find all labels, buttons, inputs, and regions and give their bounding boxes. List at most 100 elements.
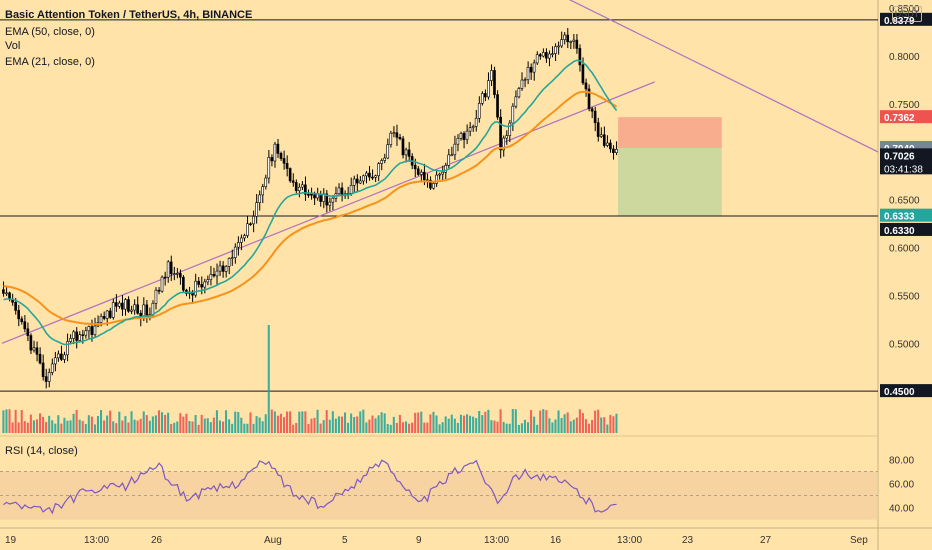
candle-body xyxy=(526,66,530,81)
volume-bar xyxy=(66,420,69,433)
candle-body xyxy=(368,172,371,178)
volume-bar xyxy=(298,411,301,433)
volume-bar xyxy=(438,424,441,433)
candle-body xyxy=(233,246,237,258)
volume-bar xyxy=(447,418,450,433)
volume-bar xyxy=(157,410,160,433)
volume-bar xyxy=(35,419,38,433)
candle-body xyxy=(270,157,274,162)
volume-bar xyxy=(304,411,307,433)
candle-body xyxy=(32,347,36,351)
volume-bar xyxy=(560,418,563,433)
trendline-1 xyxy=(568,0,878,153)
candle-body xyxy=(572,39,576,42)
currency-button[interactable]: USDT xyxy=(892,6,922,22)
volume-bar xyxy=(328,419,331,433)
price-label: 0.6330 xyxy=(884,226,915,237)
candle-body xyxy=(554,46,557,54)
candle-body xyxy=(453,143,457,156)
candle-body xyxy=(154,289,158,304)
volume-bar xyxy=(322,420,325,433)
volume-bar xyxy=(536,424,539,433)
volume-bar xyxy=(444,416,447,433)
candle-body xyxy=(480,93,484,104)
volume-bar xyxy=(23,421,26,433)
candle-body xyxy=(136,304,139,314)
legend-vol[interactable]: Vol xyxy=(5,40,21,52)
candle-body xyxy=(514,96,518,107)
candle-body xyxy=(456,138,460,145)
volume-bar xyxy=(499,409,502,433)
price-label-bg xyxy=(880,208,932,222)
candle-body xyxy=(218,265,222,272)
volume-bar xyxy=(554,419,557,433)
volume-bar xyxy=(286,411,289,433)
candle-body xyxy=(599,134,603,137)
volume-bar xyxy=(517,424,520,433)
volume-bar xyxy=(575,417,578,433)
volume-bar xyxy=(551,422,554,433)
legend-ema50[interactable]: EMA (50, close, 0) xyxy=(5,26,95,38)
candle-body xyxy=(374,175,377,178)
candle-body xyxy=(300,184,304,188)
volume-bar xyxy=(93,424,96,433)
volume-bar xyxy=(197,424,200,433)
volume-bar xyxy=(273,411,276,433)
candle-body xyxy=(157,289,161,292)
volume-bar xyxy=(84,424,87,433)
legend-ema21[interactable]: EMA (21, close, 0) xyxy=(5,56,95,68)
candle-body xyxy=(288,168,292,182)
volume-bar xyxy=(51,420,54,433)
candle-body xyxy=(99,316,103,323)
volume-bar xyxy=(353,417,356,433)
candle-body xyxy=(459,133,463,139)
candle-body xyxy=(212,274,216,277)
volume-bar xyxy=(215,410,218,433)
candle-body xyxy=(221,265,225,272)
price-tick: 0.6500 xyxy=(889,196,920,207)
candle-body xyxy=(23,321,27,330)
candle-body xyxy=(535,54,539,64)
ema21-line xyxy=(3,59,618,346)
volume-bar xyxy=(222,421,225,433)
candle-body xyxy=(352,178,356,186)
candle-body xyxy=(444,165,447,173)
candle-body xyxy=(102,316,106,319)
candle-body xyxy=(84,330,88,336)
candle-body xyxy=(105,310,109,319)
volume-bar xyxy=(398,414,401,433)
volume-bar xyxy=(566,412,569,433)
candle-body xyxy=(349,185,353,194)
volume-bar xyxy=(417,412,420,433)
volume-bar xyxy=(530,409,533,433)
volume-bar xyxy=(368,419,371,433)
volume-bar xyxy=(545,410,548,433)
candle-body xyxy=(81,334,85,336)
time-tick: 26 xyxy=(151,535,163,546)
candle-body xyxy=(304,184,307,195)
candle-body xyxy=(422,171,426,181)
candle-body xyxy=(407,149,411,157)
volume-bar xyxy=(139,418,142,433)
volume-bar xyxy=(48,415,51,433)
volume-bar xyxy=(8,409,11,433)
candle-body xyxy=(602,134,606,146)
candle-body xyxy=(541,52,545,57)
price-label: 0.7362 xyxy=(884,113,915,124)
candle-body xyxy=(575,39,579,49)
candle-body xyxy=(419,171,423,175)
candle-body xyxy=(319,193,322,202)
candle-body xyxy=(544,52,548,59)
volume-bar xyxy=(118,411,121,433)
candle-body xyxy=(163,276,167,279)
candle-body xyxy=(401,138,405,156)
volume-bar xyxy=(401,422,404,433)
price-label: 0.4500 xyxy=(884,387,915,398)
legend-rsi[interactable]: RSI (14, close) xyxy=(5,445,78,457)
volume-bar xyxy=(374,418,377,433)
price-label-bg xyxy=(880,110,932,124)
volume-bar xyxy=(408,423,411,433)
candle-body xyxy=(596,122,600,137)
